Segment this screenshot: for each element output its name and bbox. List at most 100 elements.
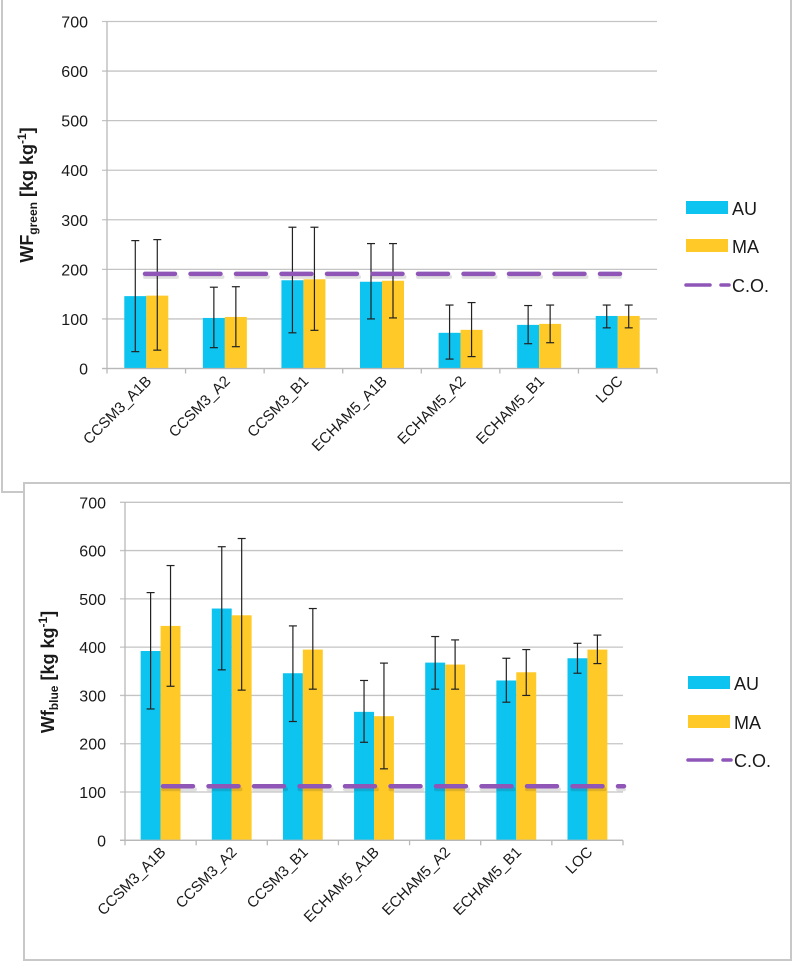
error-bar-au: [573, 642, 582, 674]
error-bar-au: [431, 635, 440, 690]
y-axis-label-unit: [kg kg: [17, 144, 37, 202]
x-category-label: CCSM3_B1: [244, 844, 312, 912]
y-axis-label: WFgreen [kg kg-1]: [15, 127, 40, 262]
legend-label-co: C.O.: [732, 276, 769, 296]
y-axis-label-superscript: -1: [15, 133, 29, 144]
x-category-label: CCSM3_B1: [244, 373, 312, 441]
error-bar-au: [360, 679, 369, 743]
x-category-label: LOC: [593, 373, 627, 407]
legend-swatch-ma: [688, 715, 730, 728]
legend: AU MA C.O.: [686, 674, 771, 771]
y-tick-label: 200: [61, 262, 88, 279]
y-tick-label: 700: [61, 15, 88, 32]
error-bar-au: [602, 304, 611, 329]
x-category-label: ECHAM5_A2: [394, 373, 469, 448]
bar-ma: [445, 664, 466, 841]
bar-ma: [587, 649, 608, 841]
x-category-label: ECHAM5_A2: [379, 844, 454, 919]
bar-au: [282, 673, 303, 841]
bar-ma: [302, 649, 323, 841]
y-axis-label-main: Wf: [38, 709, 58, 733]
y-tick-label: 200: [79, 737, 106, 754]
bar-au: [211, 608, 232, 841]
error-bar-ma: [451, 639, 460, 690]
y-tick-label: 400: [79, 640, 106, 657]
y-tick-label: 500: [79, 592, 106, 609]
error-bar-ma: [624, 304, 633, 329]
y-axis-label-subscript: green: [26, 202, 40, 235]
bar-au: [140, 651, 161, 841]
error-bar-au: [524, 304, 533, 345]
bar-ma: [617, 315, 640, 369]
y-tick-label: 300: [61, 213, 88, 230]
bar-au: [517, 324, 540, 369]
error-bar-au: [217, 546, 226, 671]
y-axis-label-superscript: -1: [36, 617, 50, 628]
error-bar-ma: [237, 537, 246, 691]
x-category-label: CCSM3_A2: [173, 844, 241, 912]
error-bar-ma: [522, 648, 531, 697]
error-bar-ma: [379, 662, 388, 770]
y-axis-label-close: ]: [17, 127, 37, 133]
x-category-label: LOC: [562, 844, 596, 878]
x-category-label: CCSM3_A1B: [80, 373, 155, 448]
y-tick-label: 100: [79, 785, 106, 802]
error-bar-ma: [467, 301, 476, 358]
x-category-label: ECHAM5_B1: [473, 373, 548, 448]
legend-swatch-au: [688, 676, 730, 689]
bar-au: [496, 680, 517, 841]
chart-panel-green: [1, 0, 792, 493]
chart-blue: 0 100 200 300 400 500 600 700 Wfblue [kg kg-1] CC…: [36, 495, 771, 926]
x-category-label: ECHAM5_B1: [450, 844, 525, 919]
legend-label-ma: MA: [732, 237, 759, 257]
legend-swatch-ma: [686, 239, 728, 252]
error-bar-ma: [546, 304, 555, 344]
y-tick-label: 0: [79, 362, 88, 379]
error-bar-au: [502, 657, 511, 703]
legend-swatch-au: [686, 201, 728, 214]
error-bar-ma: [308, 607, 317, 690]
error-bar-ma: [389, 242, 397, 319]
bar-ma: [516, 672, 537, 841]
x-category-label: CCSM3_A2: [166, 373, 234, 441]
bar-au: [595, 315, 618, 369]
y-axis-label: Wfblue [kg kg-1]: [36, 611, 61, 733]
legend-label-co: C.O.: [734, 751, 771, 771]
y-axis-label-unit: [kg kg: [38, 628, 58, 686]
y-tick-label: 100: [61, 312, 88, 329]
bar-ma: [374, 716, 394, 841]
error-bar-ma: [231, 286, 240, 348]
error-bar-au: [288, 226, 297, 334]
error-bar-au: [445, 304, 454, 360]
error-bar-au: [209, 286, 218, 349]
error-bar-au: [131, 240, 140, 353]
y-axis-label-subscript: blue: [47, 685, 61, 710]
legend: AU MA C.O.: [684, 199, 769, 296]
y-tick-label: 600: [79, 544, 106, 561]
y-tick-label: 300: [79, 688, 106, 705]
y-axis-label-close: ]: [38, 611, 58, 617]
error-bar-ma: [166, 564, 175, 687]
y-tick-label: 0: [97, 833, 106, 850]
legend-label-au: AU: [732, 199, 757, 219]
error-bar-ma: [593, 634, 602, 665]
bar-ma: [539, 323, 562, 369]
bar-au: [425, 662, 446, 841]
x-category-label: CCSM3_A1B: [94, 844, 169, 919]
y-tick-label: 500: [61, 114, 88, 131]
error-bar-au: [146, 591, 155, 710]
bar-au: [354, 711, 374, 841]
error-bar-ma: [153, 239, 162, 351]
legend-label-au: AU: [734, 674, 759, 694]
x-category-label: ECHAM5_A1B: [309, 373, 391, 455]
x-category-label: ECHAM5_A1B: [301, 844, 383, 926]
bar-au: [567, 658, 588, 841]
error-bar-ma: [310, 226, 319, 331]
chart-green: 0 100 200 300 400 500 600 700 WFgreen [kg kg-1] C…: [15, 15, 769, 455]
y-tick-label: 700: [79, 495, 106, 512]
y-axis-label-main: WF: [17, 235, 37, 263]
error-bar-au: [288, 625, 297, 723]
error-bar-au: [367, 242, 375, 320]
bar-ma: [382, 280, 404, 369]
